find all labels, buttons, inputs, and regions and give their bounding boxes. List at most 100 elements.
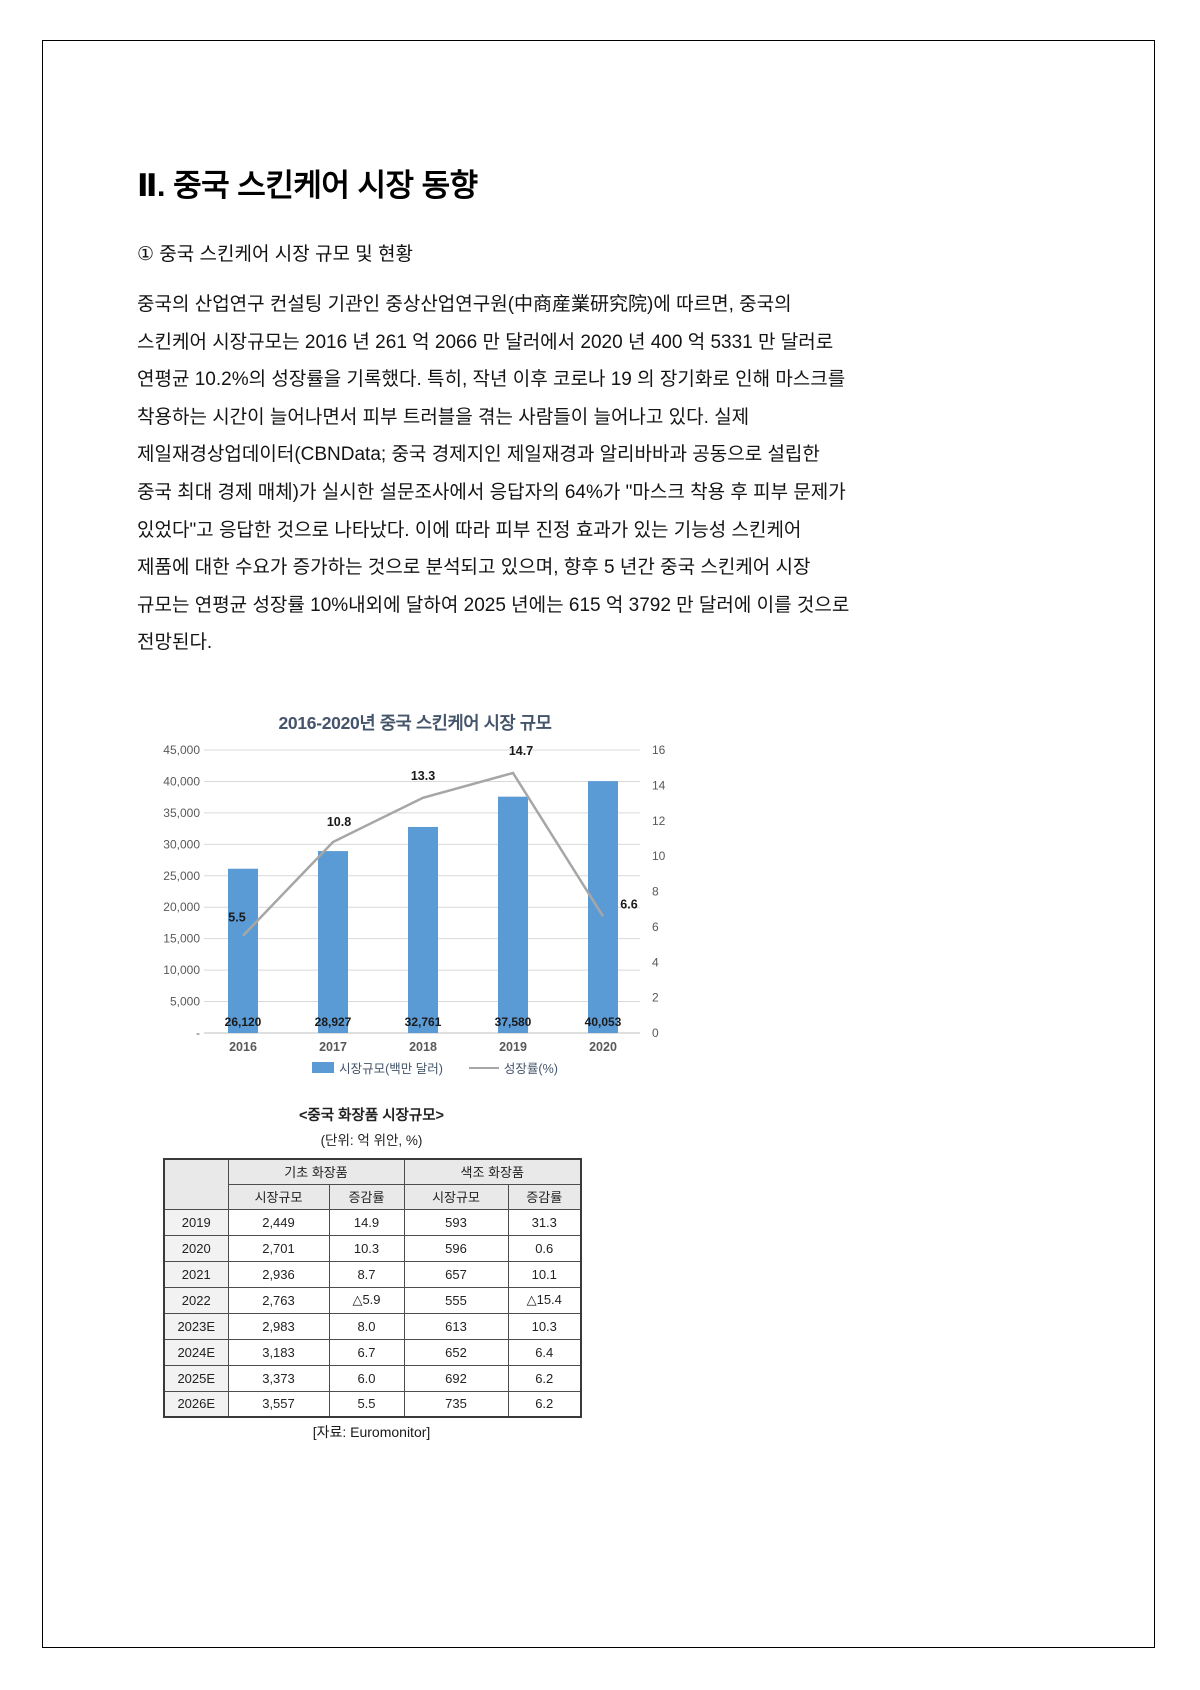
- table-group-header-1: 기초 화장품: [227, 1158, 405, 1185]
- year-cell: 2023E: [163, 1312, 229, 1340]
- x-axis-label-2019: 2019: [499, 1040, 527, 1054]
- bar-value-label: 32,761: [405, 1015, 442, 1029]
- subsection-heading: ① 중국 스킨케어 시장 규모 및 현황: [137, 244, 413, 265]
- left-axis-tick-label: 35,000: [163, 806, 200, 820]
- paragraph-line-2: 스킨케어 시장규모는 2016 년 261 억 2066 만 달러에서 2020…: [137, 331, 834, 353]
- legend-label-market-size: 시장규모(백만 달러): [339, 1062, 443, 1076]
- value-cell: 10.3: [507, 1312, 582, 1340]
- table-row-2023E: 2023E 2,983 8.0 613 10.3: [163, 1312, 582, 1340]
- right-axis-tick-label: 14: [652, 778, 666, 792]
- paragraph-line-1: 중국의 산업연구 컨설팅 기관인 중상산업연구원(中商産業研究院)에 따르면, …: [137, 294, 792, 315]
- table-row-2019: 2019 2,449 14.9 593 31.3: [163, 1208, 582, 1236]
- value-cell: 14.9: [328, 1208, 405, 1236]
- value-cell: 31.3: [507, 1208, 582, 1236]
- chart-legend: 시장규모(백만 달러) 성장률(%): [140, 1058, 690, 1077]
- value-cell: 2,701: [227, 1234, 330, 1262]
- line-value-label: 5.5: [228, 911, 245, 925]
- cosmetics-market-table: 기초 화장품 색조 화장품 시장규모 증감률 시장규모 증감률 2019 2,449 14.9…: [163, 1158, 582, 1418]
- value-cell: 2,449: [227, 1208, 330, 1236]
- line-value-label: 13.3: [411, 769, 435, 783]
- bar-value-label: 37,580: [495, 1015, 532, 1029]
- year-cell: 2020: [163, 1234, 229, 1262]
- value-cell: 6.2: [507, 1390, 582, 1418]
- paragraph-line-4: 착용하는 시간이 늘어나면서 피부 트러블을 겪는 사람들이 늘어나고 있다. …: [137, 406, 750, 428]
- bar-2016: [228, 868, 258, 1033]
- value-cell: 5.5: [328, 1390, 405, 1418]
- value-cell: 8.7: [328, 1260, 405, 1288]
- value-cell: △15.4: [507, 1286, 582, 1314]
- line-value-label: 14.7: [509, 744, 533, 758]
- value-cell: 555: [403, 1286, 509, 1314]
- value-cell: 2,983: [227, 1312, 330, 1340]
- value-cell: 692: [403, 1364, 509, 1392]
- table-row-2021: 2021 2,936 8.7 657 10.1: [163, 1260, 582, 1288]
- table-row-2025E: 2025E 3,373 6.0 692 6.2: [163, 1364, 582, 1392]
- paragraph-line-5: 제일재경상업데이터(CBNData; 중국 경제지인 제일재경과 알리바바과 공…: [137, 444, 820, 466]
- bar-2018: [408, 826, 438, 1033]
- value-cell: 0.6: [507, 1234, 582, 1262]
- value-cell: 2,763: [227, 1286, 330, 1314]
- paragraph-line-7: 있었다"고 응답한 것으로 나타났다. 이에 따라 피부 진정 효과가 있는 기…: [137, 519, 802, 541]
- year-cell: 2019: [163, 1208, 229, 1236]
- bar-2019: [498, 796, 528, 1033]
- paragraph-line-10: 전망된다.: [137, 632, 213, 654]
- table-corner-cell: [163, 1158, 229, 1210]
- table-subheader-1: 시장규모: [227, 1183, 330, 1210]
- value-cell: 735: [403, 1390, 509, 1418]
- value-cell: 3,557: [227, 1390, 330, 1418]
- right-axis-tick-label: 0: [652, 1026, 659, 1040]
- left-axis-tick-label: 30,000: [163, 837, 200, 851]
- x-axis-label-2017: 2017: [319, 1040, 347, 1054]
- year-cell: 2021: [163, 1260, 229, 1288]
- right-axis-tick-label: 6: [652, 920, 659, 934]
- table-source: [자료: Euromonitor]: [312, 1424, 431, 1440]
- paragraph-line-3: 연평균 10.2%의 성장률을 기록했다. 특히, 작년 이후 코로나 19 의…: [137, 369, 846, 391]
- value-cell: 6.7: [328, 1338, 405, 1366]
- year-cell: 2026E: [163, 1390, 229, 1418]
- table-subheader-2: 증감률: [328, 1183, 405, 1210]
- table-subheader-3: 시장규모: [403, 1183, 509, 1210]
- bar-value-label: 28,927: [315, 1015, 352, 1029]
- chart-plot-area: 45,00040,00035,00030,00025,00020,00015,0…: [163, 743, 666, 1054]
- value-cell: 10.1: [507, 1260, 582, 1288]
- value-cell: 8.0: [328, 1312, 405, 1340]
- left-axis-tick-label: 40,000: [163, 774, 200, 788]
- value-cell: △5.9: [328, 1286, 405, 1314]
- value-cell: 652: [403, 1338, 509, 1366]
- body-paragraph: 중국의 산업연구 컨설팅 기관인 중상산업연구원(中商産業研究院)에 따르면, …: [137, 286, 1037, 662]
- left-axis-tick-label: 45,000: [163, 743, 200, 757]
- left-axis-tick-label: -: [196, 1026, 200, 1040]
- year-cell: 2024E: [163, 1338, 229, 1366]
- right-axis-tick-label: 8: [652, 885, 659, 899]
- legend-item-market-size: 시장규모(백만 달러): [312, 1058, 443, 1077]
- year-cell: 2022: [163, 1286, 229, 1314]
- paragraph-line-6: 중국 최대 경제 매체)가 실시한 설문조사에서 응답자의 64%가 "마스크 …: [137, 481, 846, 503]
- value-cell: 3,373: [227, 1364, 330, 1392]
- value-cell: 6.2: [507, 1364, 582, 1392]
- x-axis-label-2020: 2020: [589, 1040, 617, 1054]
- right-axis-tick-label: 12: [652, 814, 666, 828]
- bar-value-label: 40,053: [585, 1015, 622, 1029]
- table-caption: <중국 화장품 시장규모>: [298, 1108, 445, 1124]
- table-group-header-row: 기초 화장품 색조 화장품: [163, 1158, 582, 1210]
- x-axis-label-2016: 2016: [229, 1040, 257, 1054]
- value-cell: 6.0: [328, 1364, 405, 1392]
- bar-series-swatch-icon: [312, 1062, 335, 1073]
- value-cell: 613: [403, 1312, 509, 1340]
- table-subheader-4: 증감률: [507, 1183, 582, 1210]
- line-value-label: 10.8: [327, 815, 351, 829]
- value-cell: 657: [403, 1260, 509, 1288]
- growth-rate-line: [242, 771, 605, 937]
- year-cell: 2025E: [163, 1364, 229, 1392]
- left-axis-tick-label: 25,000: [163, 869, 200, 883]
- left-axis-tick-label: 10,000: [163, 963, 200, 977]
- right-axis-tick-label: 10: [652, 849, 666, 863]
- table-row-2020: 2020 2,701 10.3 596 0.6: [163, 1234, 582, 1262]
- table-unit-note: (단위: 억 위안, %): [320, 1133, 423, 1148]
- table-row-2022: 2022 2,763 △5.9 555 △15.4: [163, 1286, 582, 1314]
- line-series-swatch-icon: [468, 1066, 499, 1069]
- legend-item-growth-rate: 성장률(%): [468, 1058, 558, 1077]
- page-border: [42, 40, 1155, 1648]
- left-axis-tick-label: 5,000: [170, 995, 200, 1009]
- left-axis-tick-label: 15,000: [163, 932, 200, 946]
